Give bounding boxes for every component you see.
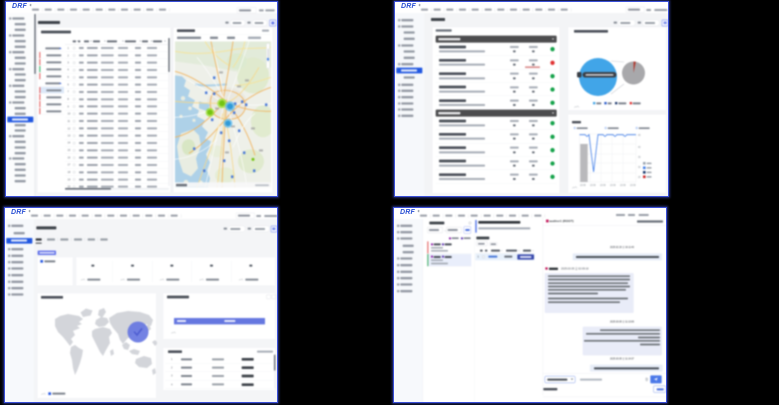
svg-text:40: 40: [638, 147, 641, 149]
svg-text:22:00: 22:00: [610, 185, 616, 187]
svg-text:45: 45: [638, 135, 641, 137]
svg-text:22:00: 22:00: [620, 185, 626, 187]
svg-text:22:00: 22:00: [630, 185, 636, 187]
svg-text:22:00: 22:00: [590, 185, 596, 187]
svg-text:35: 35: [638, 157, 641, 159]
svg-text:22:00: 22:00: [580, 185, 586, 187]
svg-text:25: 25: [638, 177, 641, 179]
svg-text:22:00: 22:00: [600, 185, 606, 187]
svg-text:30: 30: [638, 167, 641, 169]
